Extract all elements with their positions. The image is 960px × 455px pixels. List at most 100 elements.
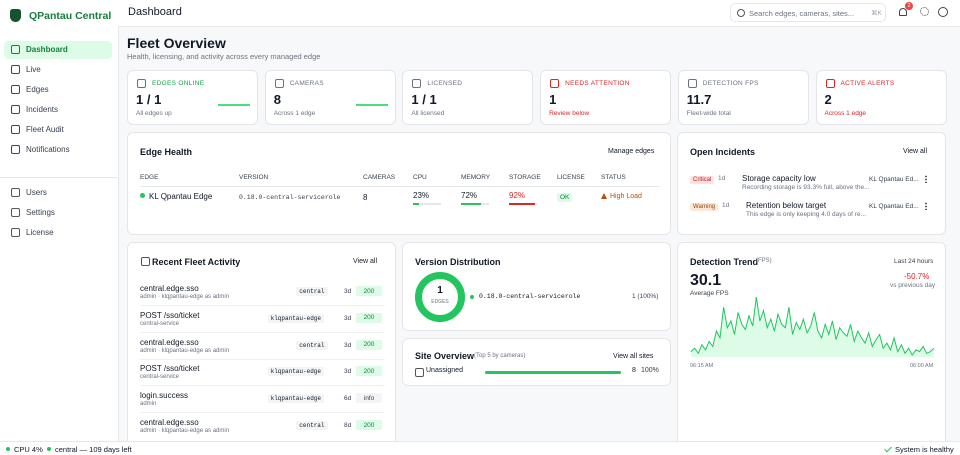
tag: klqpantau-edge (267, 394, 325, 404)
cameras: 8 (363, 193, 368, 202)
severity-badge: Critical (690, 176, 715, 184)
icon (11, 228, 20, 237)
icon (274, 79, 284, 88)
page-title: Dashboard (128, 6, 182, 18)
edge-name: KL Qpantau Edge (149, 192, 213, 201)
badge: 2 (905, 2, 913, 10)
activity-sub: admin · klqpantau-edge as admin (140, 428, 230, 434)
age: 6d (344, 395, 352, 403)
nav-item[interactable]: Incidents (4, 101, 112, 119)
icon (11, 85, 20, 94)
brand-logo (10, 9, 21, 22)
card-title: Detection Trend (690, 257, 759, 267)
stat-card: NEEDS ATTENTION 1 Review below (540, 70, 672, 125)
version: 0.18.0-central-servicerole (239, 194, 341, 201)
edge-health: Edge Health Manage edges EDGE VERSION CAMERA… (127, 132, 671, 235)
column-header: STORAGE (509, 174, 541, 181)
shortcut: ⌘K (871, 10, 882, 17)
stat-value: 8 (273, 92, 281, 107)
sparkline (690, 296, 935, 357)
note: (Top 5 by cameras) (474, 353, 526, 359)
card-action[interactable]: View all (353, 258, 377, 265)
activity-sub: admin · klqpantau-edge as admin (140, 347, 230, 354)
activity-title: central.edge.sso (140, 418, 199, 427)
status-text: High Load (610, 193, 642, 200)
nav-label: Fleet Audit (26, 125, 64, 134)
column-header: VERSION (239, 174, 269, 181)
incident-desc: This edge is only keeping 4.0 days of re… (746, 211, 866, 218)
activity-title: central.edge.sso (140, 337, 199, 347)
card-action[interactable]: View all sites (613, 353, 654, 360)
column-header: LICENSE (557, 174, 585, 181)
incident-title: Retention below target (746, 201, 827, 210)
age: 1d (722, 202, 730, 209)
icon (11, 208, 20, 217)
nav-item[interactable]: License (4, 224, 112, 242)
trend-value: 30.1 (690, 272, 722, 289)
donut (415, 272, 465, 322)
nav-label: Users (26, 188, 47, 197)
recent-activity: Recent Fleet Activity View all central.edg… (127, 242, 396, 452)
menu-dots[interactable] (925, 175, 927, 183)
warn-icon (601, 193, 607, 199)
tag: klqpantau-edge (267, 367, 325, 377)
menu-dots[interactable] (925, 202, 927, 210)
nav-item[interactable]: Users (4, 184, 112, 202)
search-icon (737, 9, 745, 17)
footer: CPU 4% central — 109 days left System is h… (0, 441, 960, 455)
bell[interactable]: 2 (899, 2, 913, 16)
row-rule (140, 331, 385, 333)
header-rule (140, 186, 660, 187)
icon (137, 79, 146, 88)
stat-value: 1 / 1 (136, 92, 162, 107)
brand: QPantau Central (29, 10, 112, 22)
stat-label: CAMERAS (289, 80, 324, 87)
icon (11, 45, 20, 54)
subheading: Health, licensing, and activity across e… (127, 52, 321, 61)
nav-item[interactable]: Edges (4, 81, 112, 99)
severity-badge: Warning (690, 203, 719, 211)
stat-sub: Review below (549, 110, 590, 117)
nav-label: Notifications (26, 145, 70, 154)
stat-label: LICENSED (427, 80, 463, 87)
nav-item[interactable]: Dashboard (4, 41, 112, 59)
metric-label: 72% (461, 191, 478, 200)
donut-value: 1 (437, 285, 443, 296)
settings[interactable] (920, 7, 929, 16)
icon (825, 79, 835, 88)
nav-item[interactable]: Notifications (4, 141, 112, 159)
stat-label: DETECTION FPS (702, 80, 759, 87)
stat-card: ACTIVE ALERTS 2 Across 1 edge (815, 70, 947, 125)
age: 3d (344, 314, 352, 322)
stat-sub: Across 1 edge (824, 110, 867, 117)
age: 1d (718, 175, 726, 182)
tag: central (296, 421, 328, 430)
icon (415, 368, 424, 377)
age: 3d (344, 341, 352, 349)
icon (11, 105, 20, 114)
nav-label: Dashboard (26, 45, 68, 54)
card-action[interactable]: Manage edges (608, 148, 655, 155)
incident-title: Storage capacity low (742, 174, 816, 183)
nav-item[interactable]: Settings (4, 204, 112, 222)
site-count: 8 (632, 367, 636, 374)
search-box[interactable]: Search edges, cameras, sites... ⌘K (730, 3, 886, 22)
user[interactable] (938, 7, 948, 17)
incident-edge: KL Qpantau Ed... (869, 176, 919, 183)
card-action[interactable]: View all (903, 148, 927, 155)
metric-label: 23% (413, 191, 430, 200)
row-rule (140, 358, 385, 360)
incident-edge: KL Qpantau Ed... (869, 203, 919, 210)
stat-label: ACTIVE ALERTS (840, 80, 895, 87)
trend-change: -50.7% (904, 272, 930, 281)
stat-value: 1 / 1 (411, 92, 437, 107)
detection-trend: Detection Trend (FPS) Last 24 hours 30.1 Ave… (677, 242, 946, 452)
age: 3d (344, 288, 352, 295)
nav-item[interactable]: Fleet Audit (4, 121, 112, 139)
change-label: vs previous day (890, 282, 936, 289)
row-rule (140, 412, 385, 414)
nav-label: Edges (26, 85, 49, 94)
nav-item[interactable]: Live (4, 61, 112, 79)
divider (0, 177, 117, 178)
nav-label: Live (26, 65, 41, 74)
